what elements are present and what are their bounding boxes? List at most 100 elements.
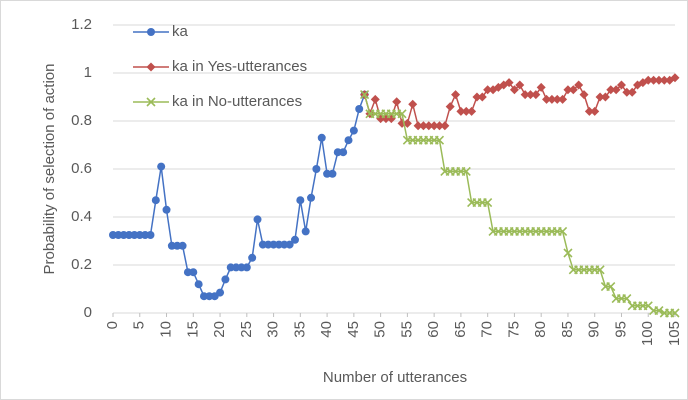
x-tick-label: 45	[345, 321, 362, 338]
data-point	[515, 80, 525, 90]
data-point	[445, 102, 455, 112]
data-point	[584, 106, 594, 116]
data-point	[285, 240, 294, 249]
data-point	[349, 126, 358, 135]
data-point	[221, 275, 230, 284]
y-tick-label: 0	[84, 304, 92, 321]
data-point	[242, 263, 251, 272]
data-point	[622, 87, 632, 97]
x-tick-label: 60	[425, 321, 442, 338]
data-point	[616, 80, 626, 90]
x-tick-label: 90	[586, 321, 603, 338]
data-point	[483, 198, 493, 208]
data-point	[595, 265, 605, 275]
data-point	[189, 268, 198, 277]
x-tick-label: 35	[291, 321, 308, 338]
x-tick-label: 10	[157, 321, 174, 338]
data-point	[312, 165, 321, 173]
data-point	[563, 248, 573, 258]
data-point	[397, 109, 407, 119]
data-point	[531, 90, 541, 100]
data-point	[157, 162, 166, 171]
data-point	[146, 231, 155, 239]
data-point	[290, 235, 299, 244]
x-axis-title: Number of utterances	[323, 369, 467, 386]
data-point	[472, 92, 482, 102]
data-point	[477, 92, 487, 102]
y-tick-label: 0.8	[71, 112, 92, 129]
x-tick-label: 100	[639, 321, 656, 346]
x-tick-label: 70	[479, 321, 496, 338]
legend-marker	[146, 62, 156, 72]
x-tick-label: 80	[532, 321, 549, 338]
x-tick-label: 50	[372, 321, 389, 338]
data-point	[339, 148, 348, 157]
data-point	[434, 135, 445, 145]
data-point	[643, 75, 653, 85]
x-tick-label: 20	[211, 321, 228, 338]
data-point	[595, 92, 605, 102]
data-point	[654, 306, 664, 316]
data-point	[307, 193, 316, 202]
x-tick-label: 55	[398, 321, 415, 338]
x-tick-label: 65	[452, 321, 469, 338]
data-point	[178, 241, 187, 250]
data-point	[429, 121, 439, 131]
data-point	[328, 169, 337, 178]
x-tick-label: 15	[184, 321, 201, 338]
data-point	[355, 105, 364, 113]
data-point	[542, 94, 552, 104]
data-point	[424, 121, 434, 131]
data-point	[440, 121, 450, 131]
legend-marker	[147, 28, 155, 36]
x-tick-label: 30	[265, 321, 282, 338]
x-tick-label: 105	[666, 321, 683, 346]
data-point	[520, 90, 530, 100]
data-point	[525, 90, 535, 100]
x-tick-label: 0	[104, 321, 121, 329]
data-point	[151, 196, 160, 205]
x-tick-label: 95	[612, 321, 629, 338]
x-tick-label: 40	[318, 321, 335, 338]
data-point	[359, 90, 370, 100]
data-point	[408, 99, 418, 109]
data-point	[451, 90, 461, 100]
data-point	[296, 196, 305, 205]
data-point	[563, 85, 573, 95]
data-point	[434, 121, 444, 131]
data-point	[461, 166, 471, 176]
data-point	[579, 90, 589, 100]
data-point	[606, 282, 616, 292]
data-point	[370, 94, 380, 104]
data-point	[654, 75, 664, 85]
legend-label: ka	[172, 23, 189, 40]
data-point	[568, 85, 578, 95]
data-point	[344, 136, 353, 145]
data-point	[392, 97, 402, 107]
data-point	[301, 227, 310, 236]
data-point	[317, 133, 326, 142]
y-axis-title: Probability of selection of action	[41, 64, 58, 275]
data-point	[536, 82, 546, 92]
x-tick-label: 25	[238, 321, 255, 338]
data-point	[627, 87, 637, 97]
data-point	[418, 121, 428, 131]
data-point	[558, 94, 568, 104]
data-point	[574, 80, 584, 90]
y-tick-label: 0.6	[71, 160, 92, 177]
data-point	[606, 85, 616, 95]
data-point	[670, 73, 680, 83]
data-point	[590, 106, 600, 116]
data-point	[504, 78, 514, 88]
data-point	[413, 121, 423, 131]
data-point	[216, 288, 225, 297]
data-point	[253, 215, 262, 224]
data-point	[659, 75, 669, 85]
data-point	[509, 85, 519, 95]
legend-marker	[146, 97, 156, 107]
y-tick-label: 0.2	[71, 256, 92, 273]
y-tick-label: 1.2	[71, 16, 92, 33]
x-tick-label: 85	[559, 321, 576, 338]
